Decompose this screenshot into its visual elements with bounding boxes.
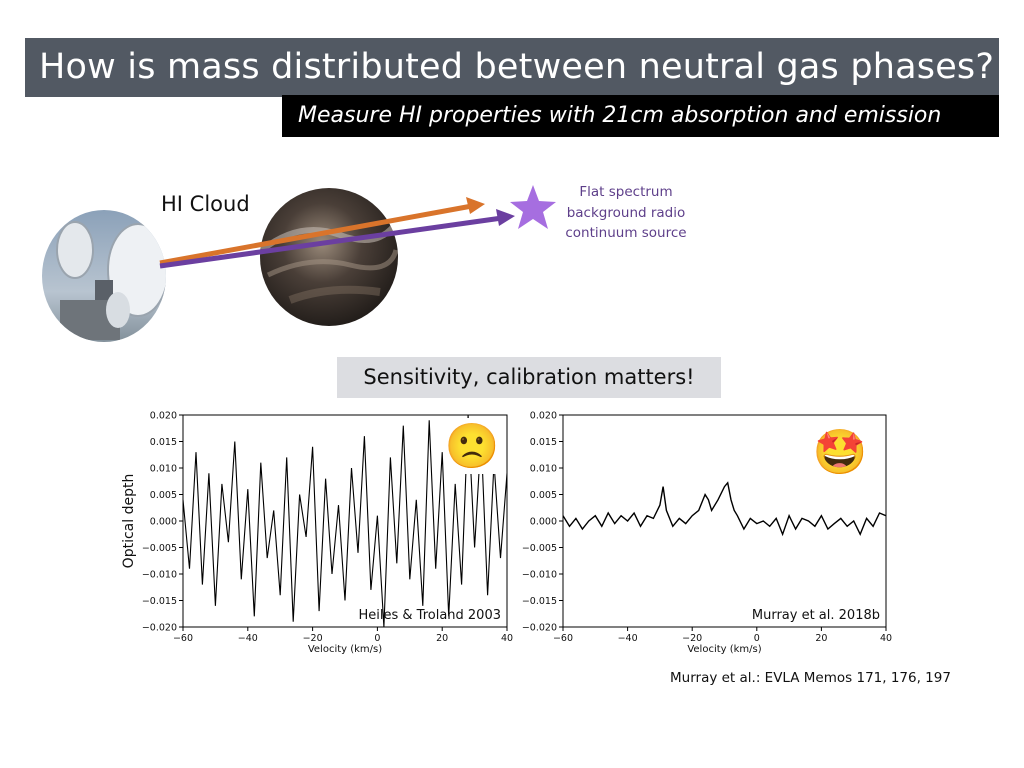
y-tick-label: 0.015 bbox=[530, 437, 557, 448]
sad-face-emoji: 🙁 bbox=[445, 422, 500, 471]
y-tick-label: −0.005 bbox=[522, 543, 557, 554]
y-tick-label: 0.005 bbox=[150, 490, 177, 501]
star-struck-emoji: 🤩 bbox=[813, 428, 868, 477]
x-tick-label: 0 bbox=[754, 633, 760, 644]
x-tick-label: −20 bbox=[303, 633, 323, 644]
y-axis-label: Optical depth bbox=[121, 474, 137, 569]
x-tick-label: 40 bbox=[501, 633, 513, 644]
series-line bbox=[183, 415, 507, 627]
y-tick-label: 0.010 bbox=[150, 464, 177, 475]
y-tick-label: −0.015 bbox=[142, 596, 177, 607]
y-tick-label: −0.015 bbox=[522, 596, 557, 607]
x-tick-label: −40 bbox=[618, 633, 638, 644]
slide-title: How is mass distributed between neutral … bbox=[25, 38, 999, 97]
y-tick-label: 0.020 bbox=[530, 411, 557, 422]
y-tick-label: 0.015 bbox=[150, 437, 177, 448]
x-tick-label: 0 bbox=[374, 633, 380, 644]
y-tick-label: 0.010 bbox=[530, 464, 557, 475]
panel-citation-label: Murray et al. 2018b bbox=[752, 608, 880, 623]
y-tick-label: −0.020 bbox=[522, 623, 557, 634]
y-tick-label: 0.005 bbox=[530, 490, 557, 501]
y-tick-label: 0.000 bbox=[150, 517, 177, 528]
slide-subtitle: Measure HI properties with 21cm absorpti… bbox=[282, 95, 999, 137]
source-label-line: Flat spectrum bbox=[579, 184, 673, 200]
source-label-line: continuum source bbox=[565, 225, 687, 241]
x-tick-label: −60 bbox=[553, 633, 573, 644]
chart-panel-2: −60 −40 −20 0 20 40 −0.020 −0.015 −0.010 −0.005 0.… bbox=[522, 411, 892, 656]
hi-cloud-label: HI Cloud bbox=[161, 192, 250, 216]
panel-citation-label: Heiles & Troland 2003 bbox=[359, 608, 502, 623]
y-tick-label: 0.000 bbox=[530, 517, 557, 528]
y-tick-label: −0.005 bbox=[142, 543, 177, 554]
x-tick-label: −20 bbox=[682, 633, 702, 644]
star-icon bbox=[510, 185, 556, 229]
background-source-label: Flat spectrum background radio continuum… bbox=[556, 182, 696, 244]
reference-citation: Murray et al.: EVLA Memos 171, 176, 197 bbox=[670, 670, 951, 686]
y-tick-label: −0.020 bbox=[142, 623, 177, 634]
x-axis-label: Velocity (km/s) bbox=[687, 644, 761, 655]
emoji-backdrop bbox=[446, 418, 500, 474]
y-tick-label: −0.010 bbox=[142, 570, 177, 581]
hi-cloud-photo bbox=[260, 188, 398, 326]
chart-panel-1: −60 −40 −20 0 20 40 −0.020 −0.015 −0.010 −0.005 0.… bbox=[121, 411, 513, 656]
series-line bbox=[563, 481, 886, 537]
y-tick-label: −0.010 bbox=[522, 570, 557, 581]
observation-diagram bbox=[42, 185, 556, 342]
source-label-line: background radio bbox=[566, 204, 686, 221]
sight-line-arrows bbox=[159, 197, 515, 269]
x-tick-label: 40 bbox=[880, 633, 892, 644]
x-axis-label: Velocity (km/s) bbox=[308, 644, 382, 655]
x-tick-label: −60 bbox=[173, 633, 193, 644]
x-tick-label: −40 bbox=[238, 633, 258, 644]
sensitivity-note: Sensitivity, calibration matters! bbox=[337, 357, 721, 398]
radio-dish-photo bbox=[42, 210, 166, 342]
x-tick-label: 20 bbox=[436, 633, 448, 644]
y-tick-label: 0.020 bbox=[150, 411, 177, 422]
x-tick-label: 20 bbox=[815, 633, 827, 644]
